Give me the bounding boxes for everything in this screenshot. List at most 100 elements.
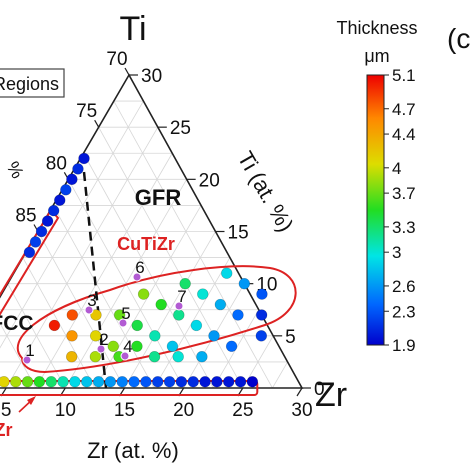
- grid-line-cu: [83, 153, 214, 389]
- data-point-series-3: [66, 173, 78, 186]
- grid-line-zr: [0, 100, 144, 349]
- data-point-series-1: [255, 309, 268, 321]
- tick-mark-cu: [124, 67, 130, 76]
- marker-dot-5: [118, 318, 128, 328]
- data-point-series-1: [107, 340, 119, 352]
- tick-label-ti: 20: [199, 170, 220, 191]
- grid-line-cu: [52, 205, 155, 389]
- data-point-series-2: [33, 376, 46, 388]
- data-point-series-1: [148, 351, 161, 363]
- legend-box: [0, 68, 65, 98]
- data-point-series-2: [187, 376, 199, 388]
- data-point-series-1: [131, 319, 143, 332]
- data-point-series-3: [72, 163, 84, 175]
- marker-dot-7: [174, 301, 184, 311]
- marker-label-5: 5: [121, 304, 130, 323]
- data-point-series-1: [149, 330, 161, 342]
- data-point-series-1: [214, 298, 227, 311]
- tick-label-zr: 15: [114, 400, 135, 421]
- marker-dot-3: [84, 305, 94, 315]
- data-point-series-1: [238, 277, 251, 290]
- axis-title-zr: Zr (at. %): [87, 438, 179, 463]
- tick-label-zr: 10: [55, 400, 76, 421]
- data-point-series-2: [0, 376, 10, 388]
- cuzr-pointer-arrowhead: [27, 396, 36, 405]
- grid-line-cu: [37, 231, 125, 389]
- data-point-series-1: [89, 351, 102, 363]
- marker-label-1: 1: [25, 341, 34, 360]
- data-point-series-1: [197, 288, 209, 300]
- marker-label-2: 2: [99, 330, 108, 349]
- data-point-series-1: [131, 340, 143, 352]
- data-point-series-1: [90, 309, 102, 321]
- data-point-series-1: [137, 288, 150, 300]
- data-point-series-1: [196, 351, 208, 363]
- data-point-series-1: [155, 298, 167, 311]
- binary-cuti-region-outline: [0, 208, 60, 316]
- data-point-series-2: [128, 376, 140, 388]
- data-point-series-1: [48, 319, 61, 332]
- colorbar-tick-label: 3: [392, 243, 401, 262]
- marker-dot-2: [96, 344, 106, 354]
- colorbar-tick-label: 3.7: [392, 184, 416, 203]
- grid-line-cu: [113, 100, 273, 389]
- marker-label-6: 6: [135, 258, 144, 277]
- data-point-series-2: [116, 376, 128, 388]
- legend-label: Regions: [0, 74, 59, 94]
- marker-label-7: 7: [177, 287, 186, 306]
- left-edge-fragment: %: [3, 158, 28, 182]
- data-point-series-2: [92, 376, 105, 388]
- data-point-series-2: [175, 376, 188, 388]
- tick-label-zr: 20: [173, 400, 194, 421]
- data-point-series-1: [66, 330, 78, 342]
- data-point-series-2: [57, 376, 69, 388]
- tick-label-ti: 15: [228, 223, 249, 244]
- data-points: [0, 152, 268, 388]
- tick-label-ti: 25: [170, 118, 191, 139]
- data-point-series-2: [234, 376, 247, 388]
- data-point-series-1: [65, 351, 78, 363]
- data-point-series-2: [10, 376, 22, 388]
- cutizr-region-outline: [16, 265, 297, 374]
- data-point-series-3: [54, 194, 66, 206]
- data-point-series-2: [140, 376, 152, 388]
- data-point-series-1: [256, 288, 268, 300]
- data-point-series-1: [255, 330, 268, 342]
- tick-label-zr: 5: [1, 400, 12, 421]
- data-point-series-1: [89, 330, 102, 342]
- vertex-label-zr: Zr: [315, 376, 347, 414]
- data-point-series-3: [29, 236, 42, 248]
- tick-label-cu: 70: [106, 49, 127, 70]
- data-point-series-3: [78, 152, 90, 165]
- colorbar-title: Thickness: [336, 18, 417, 38]
- colorbar-tick-label: 5.1: [392, 66, 416, 85]
- colorbar-gradient: [366, 74, 385, 346]
- panel-label: (c: [447, 23, 470, 54]
- colorbar-tick-label: 1.9: [392, 336, 416, 355]
- tick-label-ti: 30: [141, 66, 162, 87]
- tick-label-cu: 75: [76, 101, 97, 122]
- data-point-series-1: [232, 309, 244, 321]
- marker-dot-4: [120, 351, 130, 361]
- marker-dot-1: [22, 355, 32, 365]
- tick-label-ti: 5: [285, 327, 296, 348]
- data-point-series-2: [104, 376, 117, 388]
- tick-label-zr: 25: [232, 400, 253, 421]
- data-point-series-1: [166, 340, 179, 352]
- grid-line-cu: [0, 322, 37, 389]
- tick-label-cu: 80: [46, 153, 67, 174]
- colorbar: 5.1 4.7 4.4 4 3.7 3.3 3 2.6 2.3 1.9 Thickness μm: [336, 18, 417, 355]
- colorbar-tick-label: 4: [392, 159, 401, 178]
- data-point-series-2: [69, 376, 81, 388]
- data-point-series-2: [223, 376, 235, 388]
- data-point-series-1: [221, 267, 233, 279]
- data-point-series-2: [163, 376, 176, 388]
- data-point-series-3: [23, 246, 36, 259]
- data-point-series-1: [179, 277, 191, 290]
- data-point-series-1: [208, 330, 220, 342]
- grid-line-zr: [35, 153, 173, 389]
- data-point-series-1: [225, 340, 238, 352]
- colorbar-unit: μm: [364, 46, 389, 66]
- region-label-1: GFR: [135, 185, 182, 210]
